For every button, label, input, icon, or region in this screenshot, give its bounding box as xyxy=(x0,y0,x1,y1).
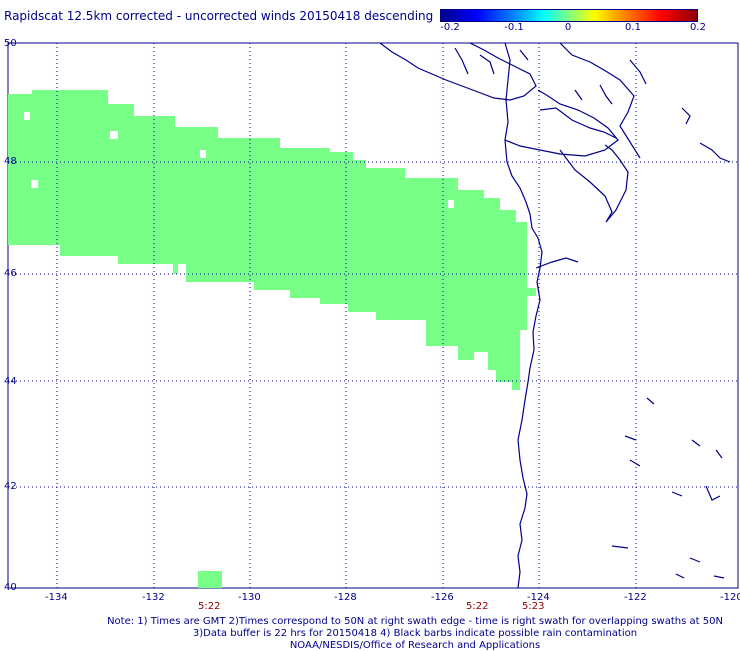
colorbar-label: -0.1 xyxy=(504,22,524,33)
lakes-oregon xyxy=(611,397,725,579)
time-label: 5:22 xyxy=(466,601,489,612)
lon-tick-label: -126 xyxy=(431,592,454,603)
coastline-bc xyxy=(559,42,641,159)
coastline-far xyxy=(629,59,731,163)
footnote-line-2: 3)Data buffer is 22 hrs for 20150418 4) … xyxy=(192,628,638,639)
colorbar-label-zero: 0 xyxy=(564,22,572,33)
coastline xyxy=(379,42,731,589)
colorbar-label-max: 0.2 xyxy=(690,22,706,33)
lon-tick-label: -120 xyxy=(720,592,740,603)
lat-tick-label: 50 xyxy=(4,38,17,49)
lat-tick-label: 46 xyxy=(4,268,17,279)
lat-tick-label: 42 xyxy=(4,481,17,492)
lon-tick-label: -122 xyxy=(624,592,647,603)
lon-tick-label: -124 xyxy=(527,592,550,603)
coastline-main xyxy=(504,42,543,589)
time-label: 5:22 xyxy=(198,601,221,612)
map-title: Rapidscat 12.5km corrected - uncorrected… xyxy=(4,9,434,23)
lat-tick-label: 48 xyxy=(4,156,17,167)
footnote-credit: NOAA/NESDIS/Office of Research and Appli… xyxy=(289,640,541,651)
lon-tick-label: -128 xyxy=(334,592,357,603)
lon-tick-label: -132 xyxy=(142,592,165,603)
lat-tick-label: 40 xyxy=(4,582,17,593)
colorbar-label: 0.1 xyxy=(625,22,641,33)
coastline-vancouver-island xyxy=(379,42,537,101)
coastline-islands xyxy=(454,47,613,105)
swath-fragment xyxy=(198,571,222,588)
footnote-line-1: Note: 1) Times are GMT 2)Times correspon… xyxy=(107,616,723,627)
time-label: 5:23 xyxy=(522,601,545,612)
lat-tick-label: 44 xyxy=(4,376,17,387)
lon-tick-label: -130 xyxy=(238,592,261,603)
swath-region xyxy=(8,90,536,390)
river-columbia xyxy=(535,257,579,269)
grid-lines xyxy=(8,43,738,588)
coastline-sound xyxy=(559,144,629,223)
coastline-puget xyxy=(504,89,619,157)
lon-tick-label: -134 xyxy=(45,592,68,603)
colorbar xyxy=(440,9,698,22)
swath-gaps xyxy=(24,112,454,274)
colorbar-label-min: -0.2 xyxy=(440,22,460,33)
coastline-strait xyxy=(539,107,617,139)
